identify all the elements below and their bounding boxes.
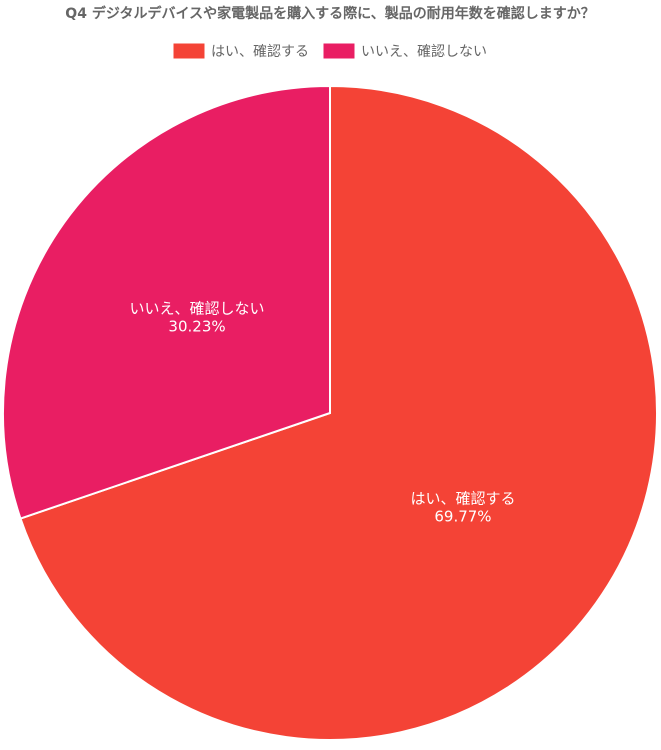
legend: はい、確認する いいえ、確認しない (172, 42, 487, 60)
slice-category-label: はい、確認する (410, 490, 515, 508)
legend-label: はい、確認する (211, 44, 309, 60)
slice-value-label: 30.23% (168, 317, 225, 335)
legend-swatch (322, 42, 356, 60)
chart-title: Q4 デジタルデバイスや家電製品を購入する際に、製品の耐用年数を確認しますか？ (65, 5, 594, 22)
slice-category-label: いいえ、確認しない (130, 299, 265, 317)
slice-value-label: 69.77% (434, 508, 491, 526)
legend-item[interactable]: はい、確認する (172, 42, 309, 60)
pie-slice[interactable] (2, 84, 331, 520)
legend-swatch (172, 42, 206, 60)
legend-item[interactable]: いいえ、確認しない (322, 42, 487, 60)
legend-label: いいえ、確認しない (361, 44, 487, 60)
pie-slice[interactable] (19, 84, 658, 741)
